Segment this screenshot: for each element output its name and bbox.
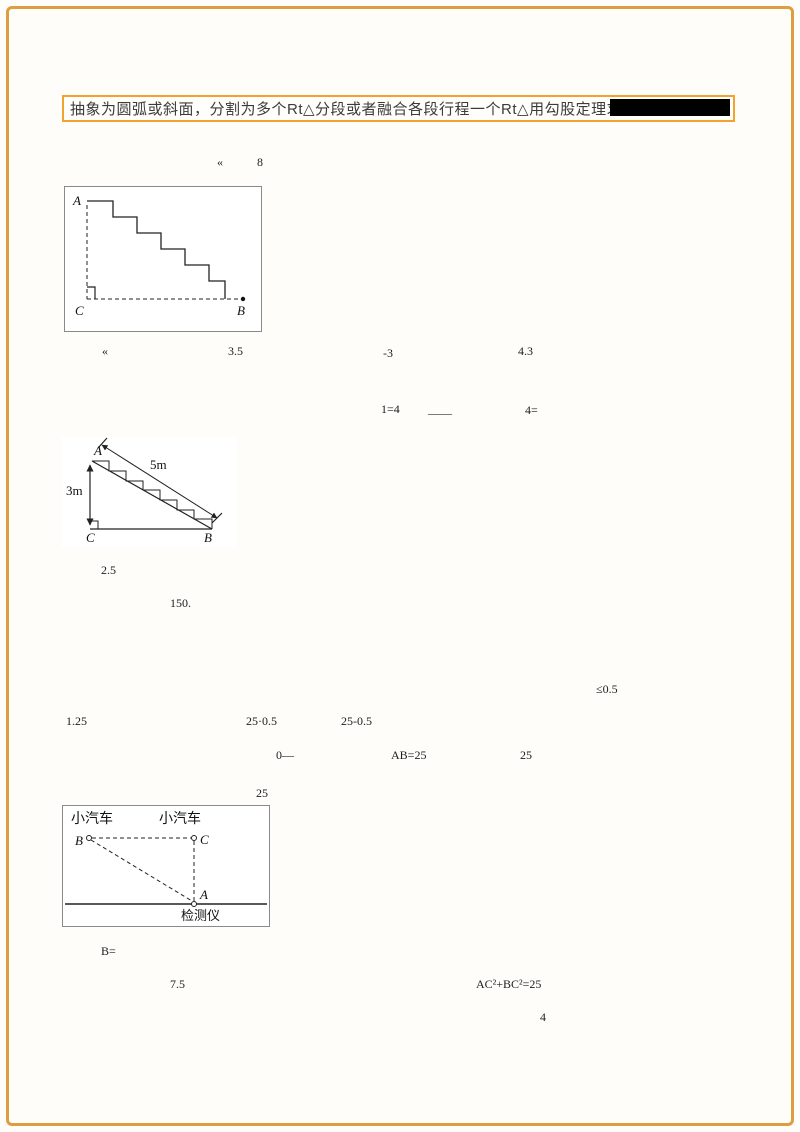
text-fragment: -3 (383, 346, 393, 360)
page-border-frame (6, 6, 794, 1126)
figure-staircase: A C B (64, 186, 262, 332)
text-fragment: 4 (540, 1010, 546, 1024)
text-fragment: AB=25 (391, 748, 427, 762)
text-fragment: 25·0.5 (246, 714, 277, 728)
staircase-svg: A C B (72, 193, 246, 318)
slope-dimension-line (101, 444, 218, 519)
slope-svg: 3m 5m A C B (66, 437, 223, 545)
figure-slope: 3m 5m A C B (62, 437, 237, 547)
staircase-path (87, 200, 226, 299)
text-fragment: 2.5 (101, 563, 116, 577)
text-fragment: B= (101, 944, 116, 958)
point-c-circle (191, 835, 197, 841)
text-fragment: 25 (256, 786, 268, 800)
callout-box: 抽象为圆弧或斜面，分割为多个Rt△分段或者融合各段行程一个Rt△用勾股定理求解. (62, 95, 735, 122)
redaction-block (610, 99, 730, 116)
label-c: C (75, 303, 84, 318)
detector-label: 检测仪 (181, 908, 220, 923)
car-left-label: 小汽车 (71, 810, 113, 826)
point-a-circle (191, 901, 197, 907)
text-fragment: 25-0.5 (341, 714, 372, 728)
label-a: A (72, 193, 81, 208)
text-fragment: 0— (276, 748, 294, 762)
text-fragment: ≤0.5 (596, 682, 618, 696)
label-c: C (200, 832, 209, 847)
text-fragment: 7.5 (170, 977, 185, 991)
text-fragment: 4.3 (518, 344, 533, 358)
cars-svg: 小汽车 小汽车 B C A 检测仪 (65, 810, 267, 923)
dashed-line-ba (90, 839, 193, 902)
figure-cars: 小汽车 小汽车 B C A 检测仪 (62, 805, 270, 927)
corner-step-mark (87, 286, 96, 299)
callout-text: 抽象为圆弧或斜面，分割为多个Rt△分段或者融合各段行程一个Rt△用勾股定理求解. (70, 101, 643, 118)
slope-end-tick-top (97, 437, 108, 449)
text-fragment: « (102, 344, 108, 358)
label-a: A (199, 887, 208, 902)
label-b: B (75, 833, 83, 848)
car-right-label: 小汽车 (159, 810, 201, 826)
slope-label: 5m (150, 457, 167, 472)
point-b-circle (86, 835, 92, 841)
text-fragment: « (217, 155, 223, 169)
text-fragment: 1=4 (381, 402, 400, 416)
text-fragment: 4= (525, 403, 538, 417)
label-a: A (93, 443, 102, 458)
label-c: C (86, 530, 95, 545)
label-b: B (204, 530, 212, 545)
point-b-dot (240, 296, 246, 302)
text-fragment: 1.25 (66, 714, 87, 728)
text-fragment: 150. (170, 596, 191, 610)
slope-end-tick-bottom (211, 512, 223, 524)
right-angle-mark (90, 520, 99, 529)
label-b: B (237, 303, 245, 318)
text-fragment: —— (428, 406, 452, 420)
text-fragment: 25 (520, 748, 532, 762)
text-fragment: 3.5 (228, 344, 243, 358)
text-fragment: 8 (257, 155, 263, 169)
text-fragment: AC²+BC²=25 (476, 977, 542, 991)
height-label: 3m (66, 483, 83, 498)
